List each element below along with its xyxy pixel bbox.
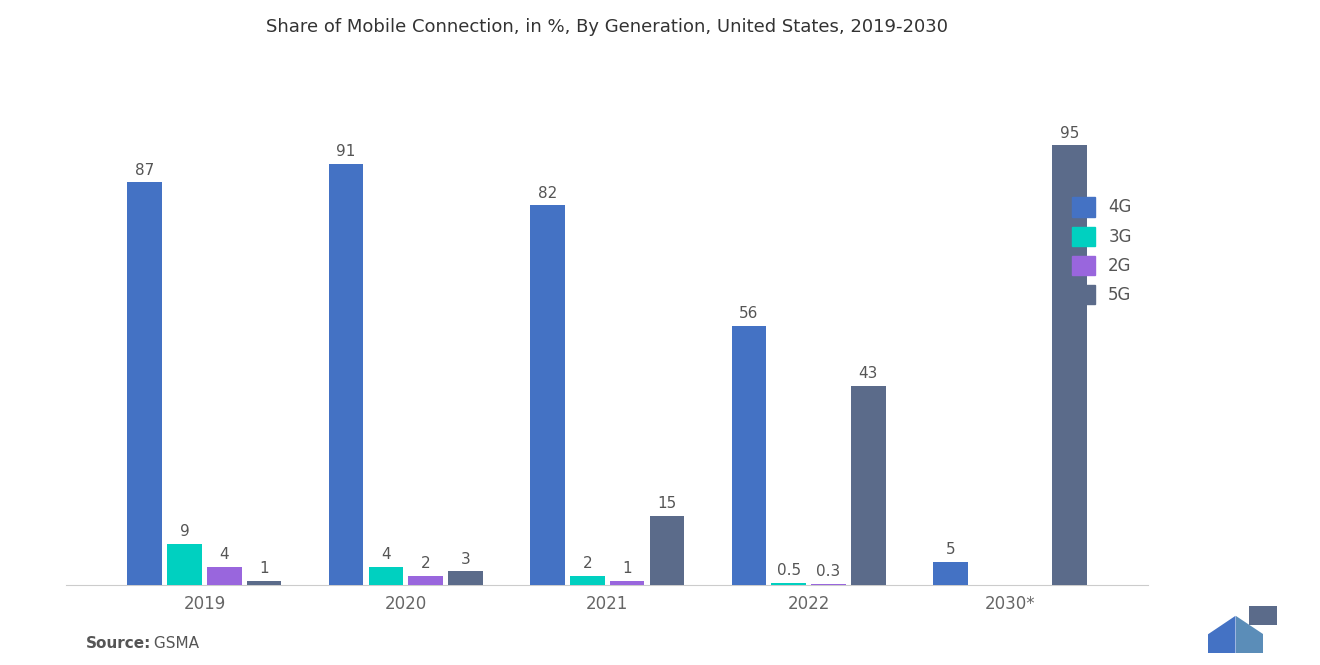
Bar xyxy=(610,581,644,585)
Bar xyxy=(570,576,605,585)
Text: 1: 1 xyxy=(622,561,632,576)
Bar xyxy=(531,205,565,585)
Text: 15: 15 xyxy=(657,496,677,511)
Text: 3: 3 xyxy=(461,552,470,567)
Text: 87: 87 xyxy=(135,163,154,178)
Bar xyxy=(168,543,202,585)
Text: 2: 2 xyxy=(421,557,430,571)
Legend: 4G, 3G, 2G, 5G: 4G, 3G, 2G, 5G xyxy=(1063,189,1140,313)
Bar xyxy=(649,516,684,585)
Bar xyxy=(207,567,242,585)
Text: 4: 4 xyxy=(381,547,391,562)
Text: 1: 1 xyxy=(259,561,269,576)
Bar xyxy=(247,581,281,585)
Bar xyxy=(771,583,807,585)
Polygon shape xyxy=(1236,616,1263,653)
Polygon shape xyxy=(1208,616,1236,653)
Text: 43: 43 xyxy=(858,366,878,382)
Bar xyxy=(128,182,162,585)
Bar xyxy=(731,326,766,585)
Text: 82: 82 xyxy=(537,186,557,201)
Text: Source:: Source: xyxy=(86,636,152,652)
Polygon shape xyxy=(1250,606,1278,625)
Bar xyxy=(368,567,403,585)
Bar xyxy=(449,571,483,585)
Text: 4: 4 xyxy=(219,547,230,562)
Text: GSMA: GSMA xyxy=(149,636,199,652)
Bar xyxy=(933,562,968,585)
Text: 0.5: 0.5 xyxy=(776,563,801,579)
Text: 5: 5 xyxy=(945,543,956,557)
Text: 9: 9 xyxy=(180,524,189,539)
Text: 91: 91 xyxy=(337,144,356,159)
Text: 95: 95 xyxy=(1060,126,1080,140)
Title: Share of Mobile Connection, in %, By Generation, United States, 2019-2030: Share of Mobile Connection, in %, By Gen… xyxy=(267,18,948,36)
Bar xyxy=(329,164,363,585)
Text: 0.3: 0.3 xyxy=(816,564,841,579)
Bar xyxy=(812,584,846,585)
Text: 2: 2 xyxy=(582,557,593,571)
Bar xyxy=(1052,145,1086,585)
Bar xyxy=(408,576,444,585)
Bar xyxy=(851,386,886,585)
Text: 56: 56 xyxy=(739,306,759,321)
